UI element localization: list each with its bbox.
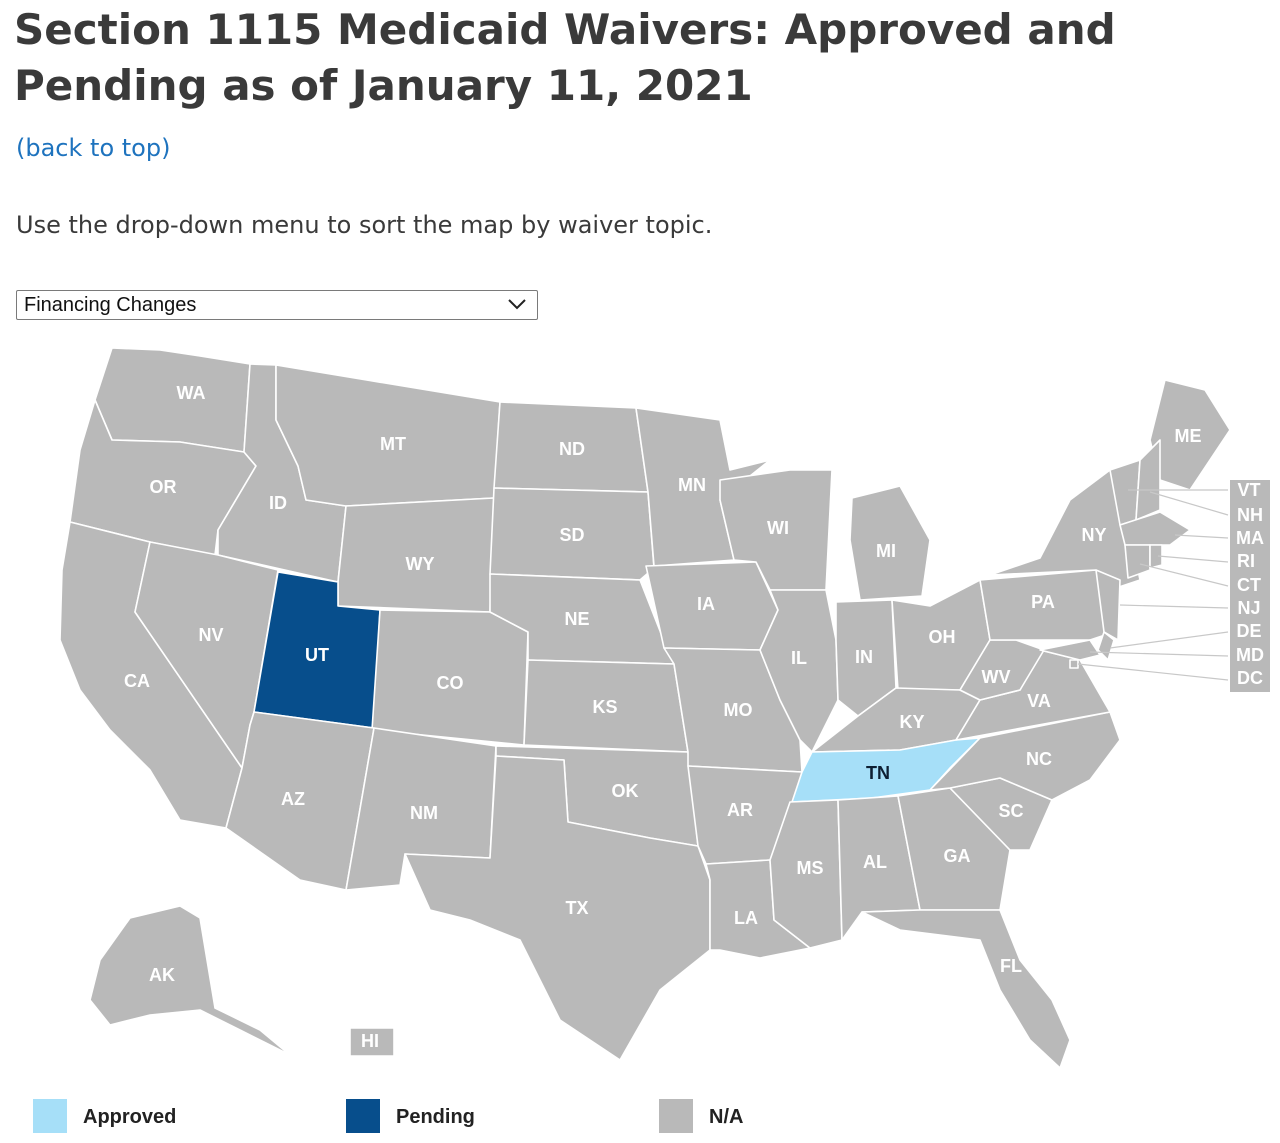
state-label-CT: CT — [1237, 575, 1261, 595]
state-WA[interactable] — [94, 347, 251, 453]
state-label-WY: WY — [406, 554, 435, 574]
state-label-MI: MI — [876, 541, 896, 561]
state-label-CO: CO — [437, 673, 464, 693]
state-label-MA: MA — [1236, 528, 1264, 548]
callout-line-NH — [1149, 491, 1229, 516]
state-label-NH: NH — [1237, 505, 1263, 525]
state-CT[interactable] — [1124, 544, 1151, 579]
state-label-HI: HI — [361, 1031, 379, 1051]
page-title: Section 1115 Medicaid Waivers: Approved … — [14, 5, 1116, 110]
state-label-AZ: AZ — [281, 789, 305, 809]
waiver-topic-dropdown[interactable]: Financing Changes — [16, 290, 538, 320]
state-TX[interactable] — [404, 755, 711, 1061]
state-label-NM: NM — [410, 803, 438, 823]
state-labels: WA OR CA ID NV MT WY UT CO AZ NM ND SD NE KS OK TX MN IA MO… — [124, 383, 1264, 1051]
state-AK[interactable] — [89, 905, 291, 1056]
state-label-NJ: NJ — [1237, 598, 1260, 618]
state-label-TX: TX — [565, 898, 588, 918]
state-label-RI: RI — [1237, 551, 1255, 571]
back-to-top-link[interactable]: (back to top) — [16, 134, 171, 162]
callout-box — [1230, 480, 1270, 692]
state-label-NY: NY — [1081, 525, 1106, 545]
state-label-TN: TN — [866, 763, 890, 783]
us-states-map: WA OR CA ID NV MT WY UT CO AZ NM ND SD NE KS OK TX MN IA MO… — [59, 347, 1270, 1069]
legend-swatch-na — [659, 1099, 693, 1133]
state-label-MS: MS — [797, 858, 824, 878]
state-label-GA: GA — [944, 846, 971, 866]
callout-line-CT — [1139, 563, 1229, 587]
intro-text: Use the drop-down menu to sort the map b… — [16, 211, 713, 239]
legend-label-approved: Approved — [83, 1106, 177, 1128]
legend-swatch-approved — [33, 1099, 67, 1133]
state-IL[interactable] — [759, 589, 839, 753]
state-label-MO: MO — [724, 700, 753, 720]
state-MI[interactable] — [849, 485, 931, 601]
callout-line-NJ — [1119, 604, 1229, 609]
state-label-MT: MT — [380, 434, 406, 454]
state-label-ME: ME — [1175, 426, 1202, 446]
state-MD[interactable] — [1039, 639, 1101, 661]
legend-label-pending: Pending — [396, 1106, 475, 1128]
state-label-IL: IL — [791, 648, 807, 668]
state-label-NV: NV — [198, 625, 223, 645]
state-NJ[interactable] — [1095, 569, 1121, 641]
state-label-WA: WA — [177, 383, 206, 403]
state-label-AR: AR — [727, 800, 753, 820]
callout-line-DE — [1109, 631, 1229, 649]
state-label-DE: DE — [1236, 621, 1261, 641]
legend-label-na: N/A — [709, 1106, 744, 1128]
states-layer — [59, 347, 1231, 1069]
legend-swatch-pending — [346, 1099, 380, 1133]
state-label-AL: AL — [863, 852, 887, 872]
state-DC[interactable] — [1069, 659, 1079, 669]
state-NH[interactable] — [1135, 439, 1161, 521]
callout-line-MD — [1089, 651, 1229, 657]
state-label-LA: LA — [734, 908, 758, 928]
state-label-PA: PA — [1031, 592, 1055, 612]
state-label-SC: SC — [998, 801, 1023, 821]
state-label-DC: DC — [1237, 668, 1263, 688]
state-label-MD: MD — [1236, 645, 1264, 665]
state-label-IN: IN — [855, 647, 873, 667]
state-label-AK: AK — [149, 965, 175, 985]
state-label-ID: ID — [269, 493, 287, 513]
state-label-FL: FL — [1000, 956, 1022, 976]
small-state-callouts — [1077, 480, 1270, 692]
state-label-KY: KY — [899, 712, 924, 732]
state-label-WI: WI — [767, 518, 789, 538]
dropdown-selected-value: Financing Changes — [24, 294, 197, 316]
state-label-CA: CA — [124, 671, 150, 691]
state-label-KS: KS — [592, 697, 617, 717]
chevron-down-icon — [508, 299, 526, 310]
state-label-NE: NE — [564, 609, 589, 629]
state-label-OK: OK — [612, 781, 639, 801]
state-label-IA: IA — [697, 594, 715, 614]
state-label-UT: UT — [305, 645, 329, 665]
state-FL[interactable] — [861, 909, 1071, 1069]
state-HI[interactable] — [349, 1027, 395, 1057]
state-label-VA: VA — [1027, 691, 1051, 711]
state-label-VT: VT — [1237, 480, 1260, 500]
state-label-MN: MN — [678, 475, 706, 495]
state-MA[interactable] — [1119, 511, 1191, 546]
state-label-OR: OR — [150, 477, 177, 497]
state-NC[interactable] — [929, 711, 1121, 801]
callout-line-RI — [1157, 555, 1229, 563]
state-label-WV: WV — [982, 667, 1011, 687]
callout-line-MA — [1174, 534, 1229, 539]
state-label-ND: ND — [559, 439, 585, 459]
state-label-SD: SD — [559, 525, 584, 545]
state-WY[interactable] — [337, 497, 495, 613]
state-RI[interactable] — [1149, 544, 1163, 569]
callout-line-DC — [1077, 663, 1229, 681]
state-label-OH: OH — [929, 627, 956, 647]
state-label-NC: NC — [1026, 749, 1052, 769]
